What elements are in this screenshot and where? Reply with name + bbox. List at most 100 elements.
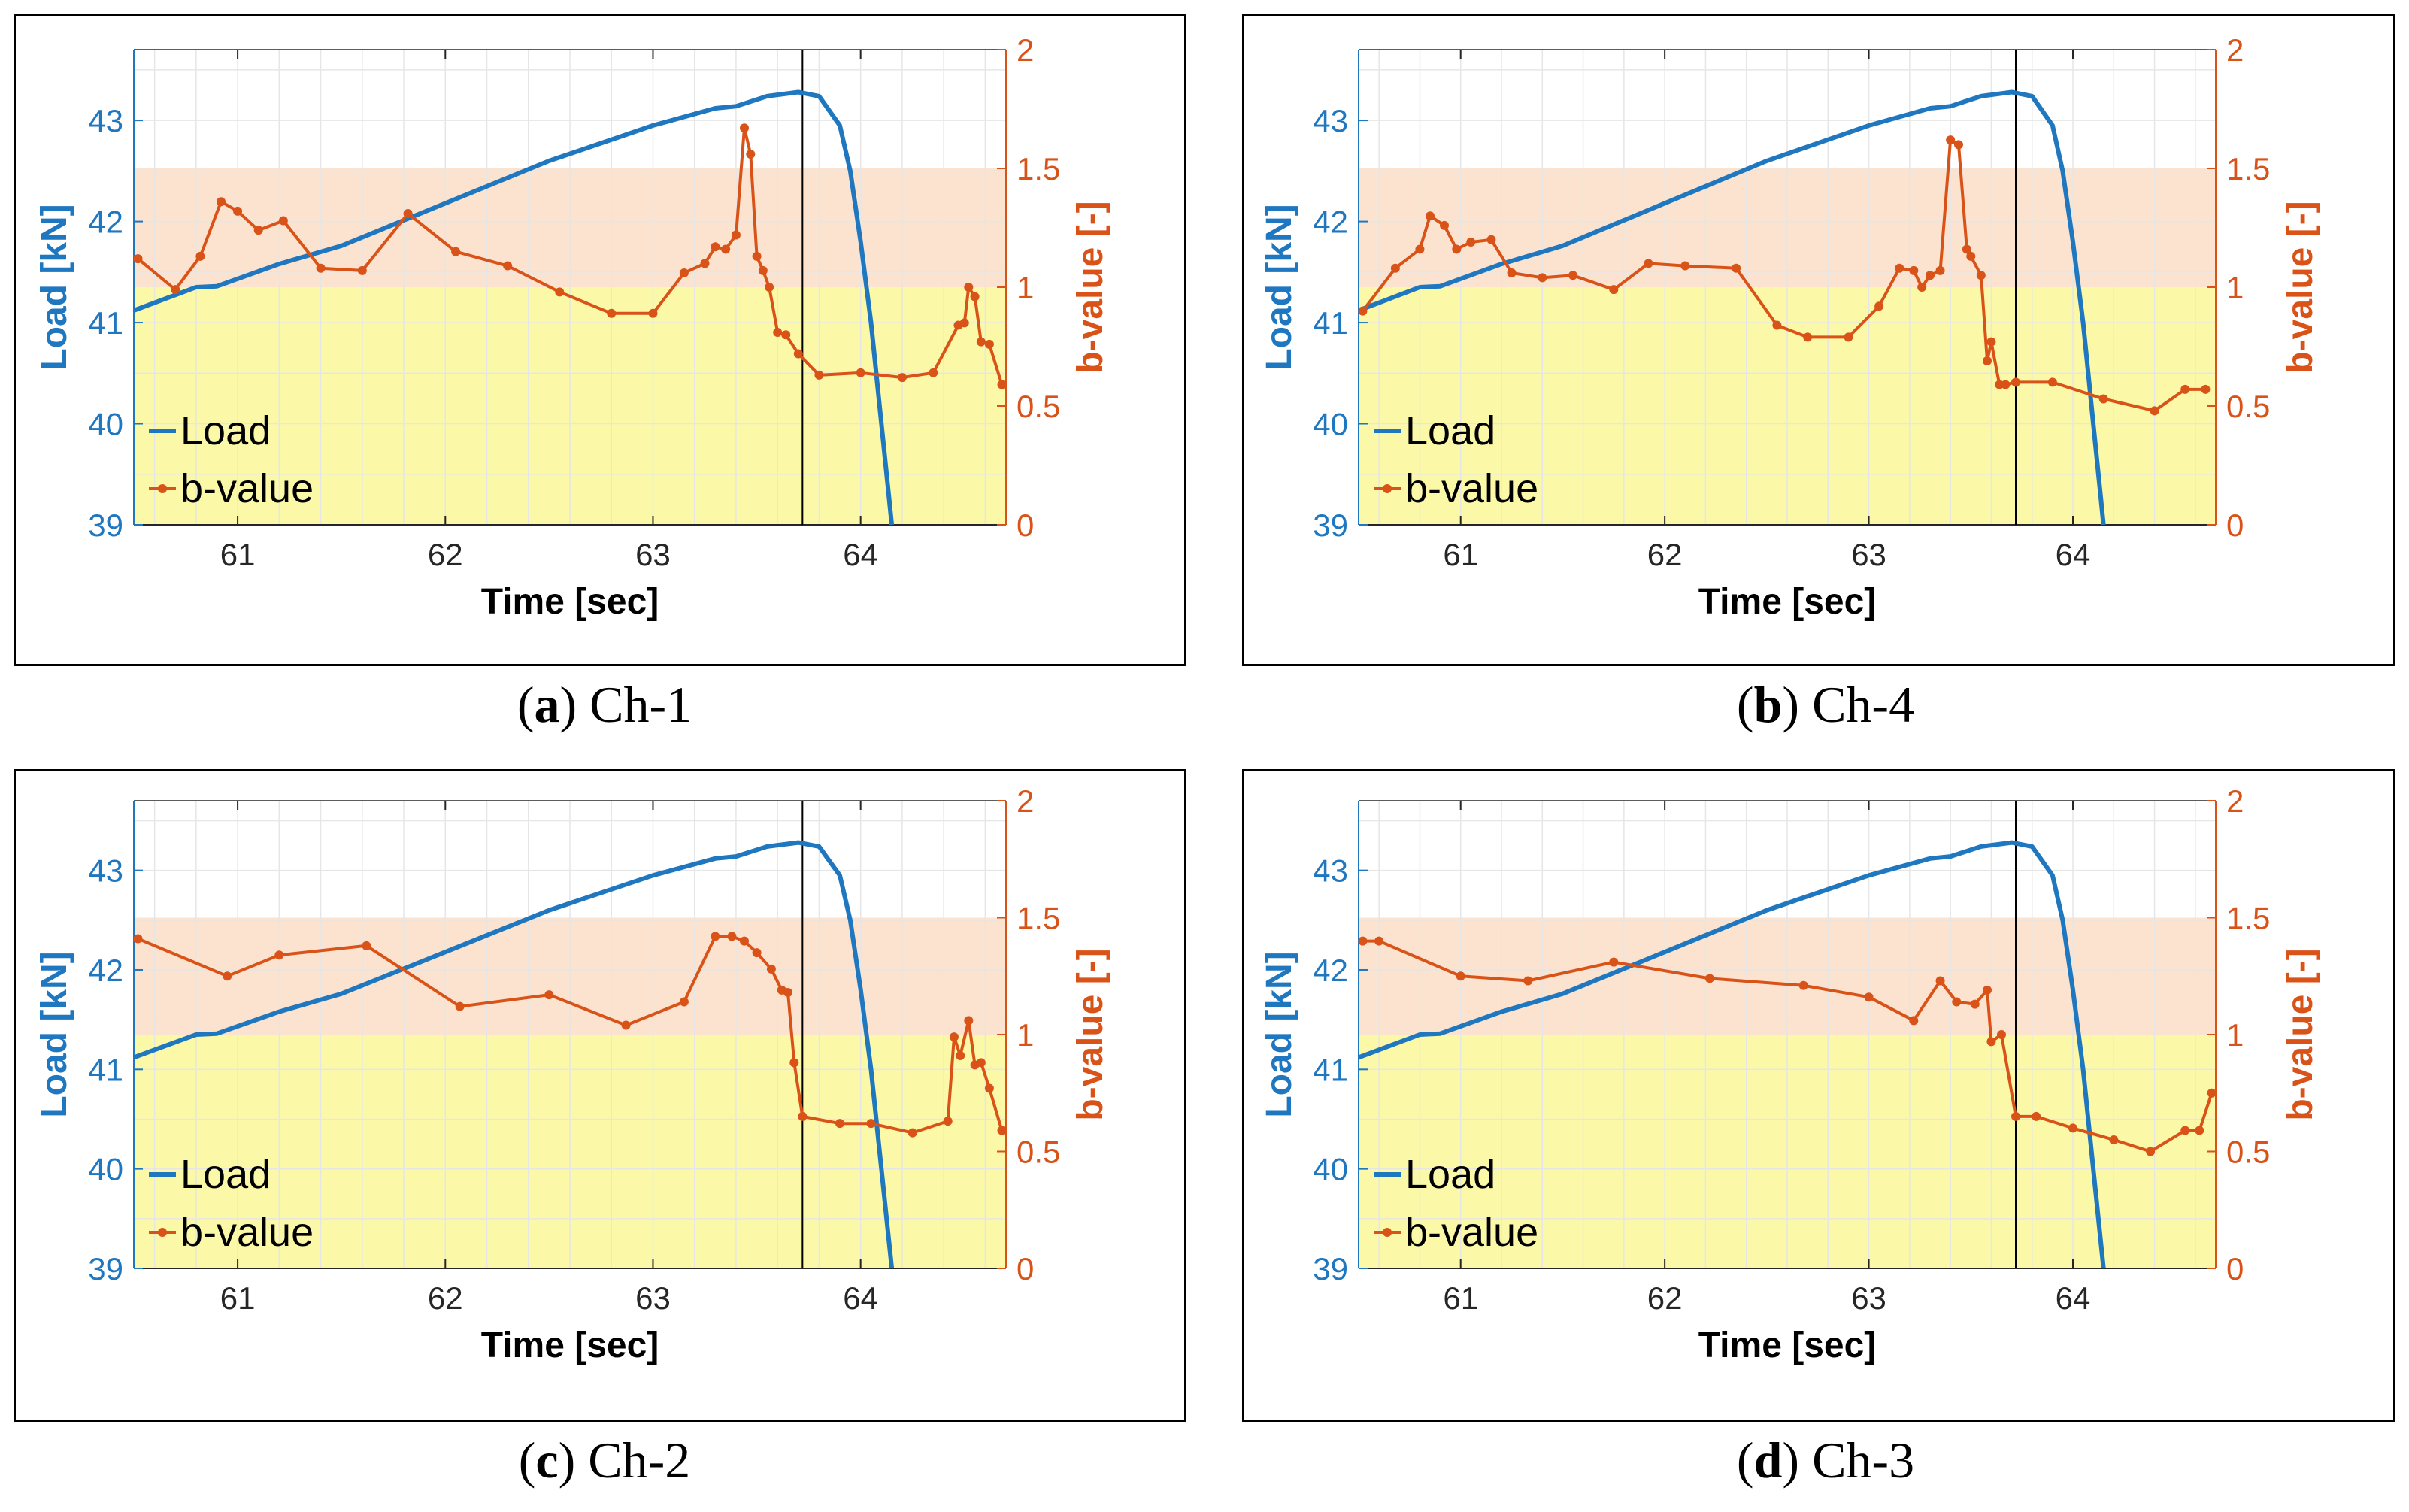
b-value-point	[1917, 283, 1927, 292]
b-value-point	[997, 1126, 1007, 1135]
y-tick-label-left: 39	[1313, 508, 1348, 543]
y-tick-label-left: 40	[88, 1152, 123, 1187]
b-value-point	[362, 941, 371, 950]
x-tick-label: 61	[220, 1280, 256, 1316]
legend-label-b-value: b-value	[1405, 466, 1538, 511]
x-tick-label: 61	[1443, 1280, 1478, 1316]
b-value-point	[1644, 259, 1653, 268]
b-value-point	[2180, 384, 2190, 394]
x-tick-label: 64	[843, 1280, 878, 1316]
b-value-point	[746, 150, 756, 159]
b-value-point	[1935, 976, 1945, 986]
y-tick-label-right: 2	[2226, 783, 2244, 819]
chart-frame	[14, 14, 1186, 666]
chart-svg: 61 62 63 64 39 40 41 42 43 0 0.5 1 1.5 2 Time [sec] Loa…	[1259, 783, 2320, 1365]
b-value-point	[2150, 406, 2159, 416]
x-tick-label: 64	[2056, 1280, 2091, 1316]
y-tick-label-left: 39	[88, 508, 123, 543]
b-value-point	[765, 283, 774, 292]
b-value-point	[793, 349, 803, 359]
y-tick-label-right: 0.5	[2226, 389, 2270, 424]
b-value-point	[949, 1032, 959, 1042]
x-axis-label: Time [sec]	[1698, 582, 1877, 622]
b-value-point	[798, 1111, 808, 1121]
legend-marker-b-value	[1383, 1228, 1392, 1237]
y-tick-label-left: 43	[88, 853, 123, 889]
y-tick-label-left: 43	[88, 103, 123, 138]
b-value-point	[731, 230, 741, 240]
x-tick-label: 62	[428, 1280, 463, 1316]
b-value-point	[607, 308, 617, 318]
y-tick-label-left: 43	[1313, 853, 1348, 889]
x-tick-label: 61	[1443, 537, 1478, 572]
caption-letter: a	[534, 676, 560, 733]
b-value-point	[133, 254, 143, 264]
b-value-point	[1704, 974, 1714, 983]
b-value-point	[1983, 985, 1992, 995]
y-tick-label-left: 42	[88, 205, 123, 240]
b-value-point	[1909, 1016, 1919, 1026]
b-value-point	[976, 1058, 986, 1068]
b-value-point	[1954, 140, 1963, 150]
caption-text: Ch-2	[588, 1432, 691, 1489]
b-value-point	[1358, 306, 1368, 316]
b-value-point	[1452, 244, 1462, 254]
caption-letter: c	[535, 1432, 559, 1489]
b-value-point	[1798, 980, 1808, 990]
b-value-point	[1507, 268, 1517, 278]
b-value-point	[316, 263, 326, 273]
y-tick-label-right: 2	[2226, 32, 2244, 68]
b-value-point	[2011, 1111, 2020, 1121]
b-value-point	[1609, 957, 1619, 967]
b-value-point	[455, 1001, 465, 1011]
b-value-point	[233, 206, 243, 216]
b-value-point	[984, 339, 994, 349]
b-value-point	[997, 380, 1007, 389]
b-value-point	[856, 368, 865, 377]
caption-text: Ch-4	[1812, 676, 1915, 733]
b-value-point	[1935, 265, 1945, 275]
b-value-point	[783, 988, 792, 998]
b-value-point	[1358, 936, 1368, 946]
b-value-point	[866, 1119, 876, 1129]
y-tick-label-left: 42	[88, 953, 123, 988]
panel-caption: (c) Ch-2	[518, 1432, 691, 1489]
b-value-point	[1983, 356, 1992, 365]
b-value-point	[1486, 235, 1496, 244]
y-tick-label-right: 0.5	[1017, 389, 1060, 424]
y-axis-label-left: Load [kN]	[35, 951, 74, 1117]
b-value-point	[740, 123, 749, 133]
b-value-point	[403, 209, 413, 219]
y-tick-label-right: 1	[1017, 1017, 1034, 1053]
y-tick-label-left: 41	[1313, 1052, 1348, 1087]
b-value-point	[1568, 271, 1577, 280]
y-tick-label-left: 39	[1313, 1251, 1348, 1286]
chart-panel-a: 61 62 63 64 39 40 41 42 43 0 0.5 1 1.5 2 Time [sec] Loa…	[14, 14, 1195, 765]
b-value-point	[781, 330, 791, 340]
y-tick-label-right: 0	[2226, 508, 2244, 543]
y-tick-label-left: 43	[1313, 103, 1348, 138]
b-value-point	[773, 328, 783, 338]
b-value-point	[1772, 320, 1782, 330]
y-tick-label-left: 40	[1313, 1152, 1348, 1187]
b-value-point	[1609, 285, 1619, 295]
b-value-point	[1976, 271, 1986, 280]
b-value-point	[814, 370, 824, 380]
legend-marker-b-value	[1383, 484, 1392, 493]
x-axis-label: Time [sec]	[1698, 1326, 1877, 1365]
b-value-point	[711, 932, 720, 941]
b-value-point	[2207, 1088, 2217, 1098]
x-axis-label: Time [sec]	[481, 582, 659, 622]
b-value-point	[1523, 976, 1533, 986]
x-tick-label: 63	[1851, 1280, 1886, 1316]
legend-label-load: Load	[180, 1152, 271, 1197]
b-value-point	[1426, 211, 1435, 221]
y-tick-label-right: 0.5	[1017, 1135, 1060, 1170]
b-value-point	[711, 242, 720, 252]
b-value-point	[1456, 971, 1465, 981]
b-value-point	[929, 368, 938, 377]
b-value-point	[956, 1050, 965, 1060]
x-tick-label: 62	[1647, 1280, 1683, 1316]
legend-label-b-value: b-value	[1405, 1210, 1538, 1255]
x-tick-label: 61	[220, 537, 256, 572]
